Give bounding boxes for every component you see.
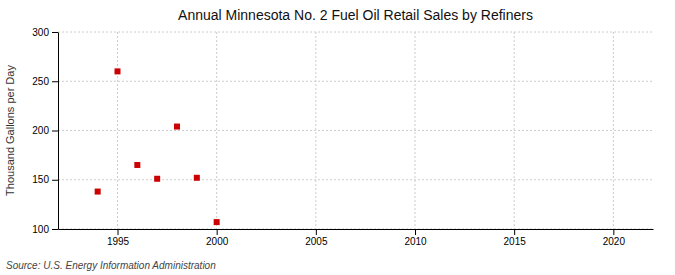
chart-svg: 1995 2000 2005 2010 2015 2020 100 150 200 250 300 A…: [0, 0, 675, 275]
annotation: Source: U.S. Energy Information Administ…: [6, 260, 216, 271]
y-tick: 300: [32, 27, 58, 38]
x-tick: 2015: [504, 229, 527, 247]
y-tick: 150: [32, 174, 58, 185]
y-tick-label: 250: [32, 76, 49, 87]
x-tick-mark: [118, 229, 119, 235]
x-tick: 2005: [305, 229, 328, 247]
x-axis-line: [59, 229, 654, 230]
y-tick-label: 150: [32, 174, 49, 185]
point: [154, 176, 160, 182]
y-tick-mark: [52, 131, 58, 132]
y-tick: 100: [32, 224, 58, 235]
x-tick: 2010: [404, 229, 427, 247]
grid-line: [613, 32, 614, 229]
x-tick-mark: [613, 229, 614, 235]
y-axis-line: [58, 33, 59, 230]
point: [134, 162, 140, 168]
grid-line: [216, 32, 217, 229]
y-tick-mark: [52, 32, 58, 33]
x-tick-mark: [415, 229, 416, 235]
x-tick: 2020: [603, 229, 626, 247]
plot-area: 1995 2000 2005 2010 2015 2020 100 150 200 250 300: [32, 27, 653, 247]
y-tick-label: 300: [32, 27, 49, 38]
y-tick-label: 100: [32, 224, 49, 235]
y-axis-title: Thousand Gallons per Day: [4, 65, 16, 196]
grid-line: [58, 229, 653, 230]
x-tick-label: 2015: [504, 236, 527, 247]
title: Annual Minnesota No. 2 Fuel Oil Retail S…: [178, 7, 533, 23]
x-axis: 1995 2000 2005 2010 2015 2020: [59, 229, 654, 247]
x-tick-label: 2000: [206, 236, 229, 247]
y-tick-mark: [52, 229, 58, 230]
point: [115, 68, 121, 74]
y-tick-mark: [52, 81, 58, 82]
y-tick-label: 200: [32, 125, 49, 136]
grid-line: [58, 81, 653, 82]
y-tick: 200: [32, 125, 58, 136]
x-tick-label: 1995: [107, 236, 130, 247]
x-tick-label: 2005: [305, 236, 328, 247]
point: [174, 124, 180, 130]
y-tick-mark: [52, 180, 58, 181]
points: [95, 68, 220, 225]
x-tick-mark: [217, 229, 218, 235]
grid: [58, 32, 653, 229]
point: [214, 219, 220, 225]
y-tick: 250: [32, 76, 58, 87]
grid-line: [415, 32, 416, 229]
x-tick: 1995: [107, 229, 130, 247]
y-axis: 100 150 200 250 300: [32, 27, 58, 235]
x-tick-mark: [316, 229, 317, 235]
point: [95, 189, 101, 195]
grid-line: [58, 179, 653, 180]
grid-line: [514, 32, 515, 229]
point: [194, 175, 200, 181]
x-tick: 2000: [206, 229, 229, 247]
grid-line: [58, 32, 653, 33]
grid-line: [117, 32, 118, 229]
x-tick-label: 2020: [603, 236, 626, 247]
grid-line: [315, 32, 316, 229]
x-tick-label: 2010: [404, 236, 427, 247]
grid-line: [58, 130, 653, 131]
x-tick-mark: [514, 229, 515, 235]
